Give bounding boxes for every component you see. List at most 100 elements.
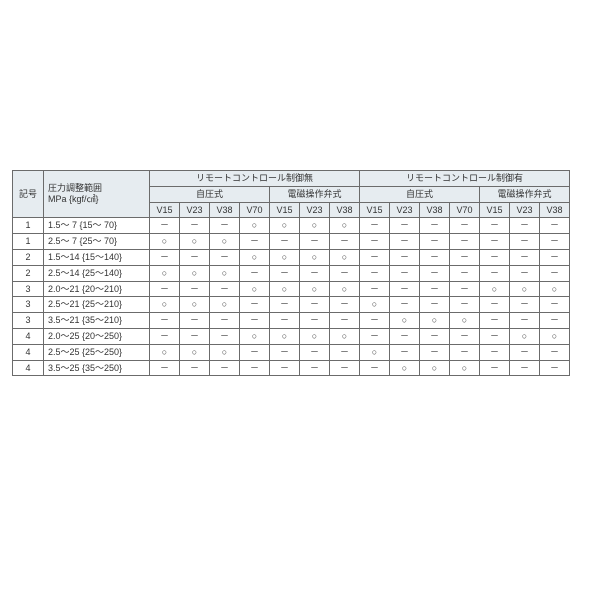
cell-value: ○ [240, 281, 270, 297]
header-group-yes: リモートコントロール制御有 [360, 171, 570, 187]
cell-value: ○ [150, 234, 180, 250]
cell-value: － [240, 234, 270, 250]
cell-label: 2 [13, 265, 44, 281]
cell-value: － [360, 328, 390, 344]
cell-value: ○ [330, 249, 360, 265]
cell-value: － [390, 297, 420, 313]
cell-value: ○ [180, 344, 210, 360]
header-group-no: リモートコントロール制御無 [150, 171, 360, 187]
cell-value: － [270, 313, 300, 329]
cell-value: － [150, 249, 180, 265]
cell-value: － [270, 344, 300, 360]
cell-value: － [540, 360, 570, 376]
cell-value: － [360, 360, 390, 376]
cell-range: 3.5～21 {35～210} [44, 313, 150, 329]
cell-value: － [240, 344, 270, 360]
cell-value: ○ [150, 297, 180, 313]
cell-value: － [480, 234, 510, 250]
spec-table: 記号 圧力調整範囲 MPa {kgf/㎠} リモートコントロール制御無 リモート… [12, 170, 570, 376]
table-row: 12.5～ 7 {25～ 70}○○○－－－－－－－－－－－ [13, 234, 570, 250]
cell-value: － [540, 344, 570, 360]
cell-value: － [510, 297, 540, 313]
cell-value: － [450, 234, 480, 250]
cell-value: ○ [360, 297, 390, 313]
cell-value: － [420, 265, 450, 281]
header-self-2: 自圧式 [360, 186, 480, 202]
cell-value: － [330, 344, 360, 360]
cell-value: － [510, 234, 540, 250]
col-v23: V23 [180, 202, 210, 218]
header-self-1: 自圧式 [150, 186, 270, 202]
cell-value: － [270, 297, 300, 313]
cell-value: ○ [270, 328, 300, 344]
header-sol-1: 電磁操作弁式 [270, 186, 360, 202]
table-row: 32.5～21 {25～210}○○○－－－－○－－－－－－ [13, 297, 570, 313]
table-row: 42.5～25 {25～250}○○○－－－－○－－－－－－ [13, 344, 570, 360]
header-range: 圧力調整範囲 MPa {kgf/㎠} [44, 171, 150, 218]
cell-range: 2.5～21 {25～210} [44, 297, 150, 313]
cell-value: － [360, 281, 390, 297]
table-row: 11.5～ 7 {15～ 70}－－－○○○○－－－－－－－ [13, 218, 570, 234]
cell-value: － [540, 249, 570, 265]
table-row: 22.5～14 {25～140}○○○－－－－－－－－－－－ [13, 265, 570, 281]
cell-value: － [510, 249, 540, 265]
cell-value: － [420, 328, 450, 344]
cell-value: ○ [150, 344, 180, 360]
cell-value: － [360, 249, 390, 265]
cell-value: － [150, 218, 180, 234]
cell-value: － [480, 249, 510, 265]
cell-value: － [300, 344, 330, 360]
cell-value: － [300, 313, 330, 329]
cell-value: － [390, 281, 420, 297]
cell-value: － [210, 218, 240, 234]
cell-value: ○ [450, 360, 480, 376]
cell-value: － [210, 313, 240, 329]
cell-value: ○ [330, 218, 360, 234]
cell-value: － [480, 360, 510, 376]
table-row: 43.5～25 {35～250}－－－－－－－－○○○－－－ [13, 360, 570, 376]
cell-value: ○ [330, 281, 360, 297]
cell-label: 4 [13, 328, 44, 344]
cell-value: － [480, 344, 510, 360]
cell-value: － [360, 234, 390, 250]
cell-value: － [360, 265, 390, 281]
cell-value: ○ [210, 265, 240, 281]
cell-value: － [450, 281, 480, 297]
cell-value: － [210, 281, 240, 297]
cell-label: 1 [13, 234, 44, 250]
cell-value: － [450, 249, 480, 265]
cell-value: ○ [150, 265, 180, 281]
cell-value: － [240, 297, 270, 313]
cell-value: － [240, 265, 270, 281]
cell-label: 2 [13, 249, 44, 265]
cell-value: － [270, 360, 300, 376]
cell-value: － [330, 234, 360, 250]
cell-value: － [540, 218, 570, 234]
cell-value: － [510, 360, 540, 376]
cell-value: － [480, 313, 510, 329]
cell-value: ○ [180, 265, 210, 281]
cell-value: － [180, 328, 210, 344]
cell-value: － [210, 360, 240, 376]
col-v23: V23 [390, 202, 420, 218]
cell-value: － [300, 234, 330, 250]
cell-value: － [330, 265, 360, 281]
cell-range: 1.5～14 {15～140} [44, 249, 150, 265]
cell-label: 3 [13, 313, 44, 329]
cell-value: － [180, 218, 210, 234]
cell-range: 2.0～25 {20～250} [44, 328, 150, 344]
cell-value: ○ [210, 344, 240, 360]
header-range-text: 圧力調整範囲 MPa {kgf/㎠} [48, 183, 102, 204]
cell-label: 3 [13, 281, 44, 297]
cell-value: － [420, 344, 450, 360]
cell-value: ○ [300, 328, 330, 344]
cell-value: － [180, 249, 210, 265]
cell-value: ○ [180, 234, 210, 250]
cell-value: ○ [360, 344, 390, 360]
cell-value: － [510, 265, 540, 281]
cell-value: － [150, 313, 180, 329]
col-v38: V38 [210, 202, 240, 218]
cell-value: － [390, 249, 420, 265]
table-row: 32.0～21 {20～210}－－－○○○○－－－－○○○ [13, 281, 570, 297]
cell-value: ○ [540, 328, 570, 344]
